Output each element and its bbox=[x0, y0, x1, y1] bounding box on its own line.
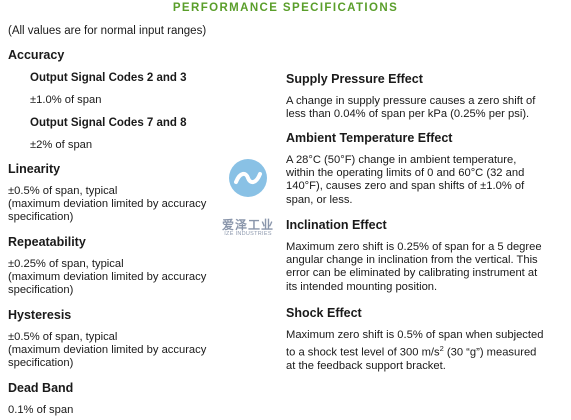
linearity-line-2: (maximum deviation limited by accuracy bbox=[8, 198, 207, 211]
watermark-cn-text: 爱泽工业 bbox=[221, 218, 274, 232]
ambient-temperature-line-4: span, or less. bbox=[286, 193, 353, 206]
shock-line-1: Maximum zero shift is 0.5% of span when … bbox=[286, 329, 544, 341]
repeatability-text: ±0.25% of span, typical (maximum deviati… bbox=[8, 258, 253, 298]
page-title: PERFORMANCE SPECIFICATIONS bbox=[172, 2, 399, 14]
dead-band-value: 0.1% of span bbox=[8, 404, 74, 416]
ize-industries-watermark: 爱泽工业 IZE INDUSTRIES bbox=[216, 158, 280, 238]
shock-line-3: at the feedback support bracket. bbox=[286, 360, 446, 373]
ambient-temperature-line-1: A 28°C (50°F) change in ambient temperat… bbox=[286, 154, 517, 166]
supply-pressure-line-1: A change in supply pressure causes a zer… bbox=[286, 95, 536, 107]
accuracy-group1-value: ±1.0% of span bbox=[30, 94, 102, 106]
inclination-line-3: error can be eliminated by calibrating i… bbox=[286, 267, 538, 280]
hysteresis-line-3: specification) bbox=[8, 357, 74, 370]
watermark-en-text: IZE INDUSTRIES bbox=[224, 231, 272, 237]
linearity-line-3: specification) bbox=[8, 211, 74, 224]
shock-text: Maximum zero shift is 0.5% of span when … bbox=[286, 329, 566, 373]
shock-line-2: to a shock test level of 300 m/s2 (30 “g… bbox=[286, 342, 566, 360]
ambient-temperature-line-3: 140°F), causes zero and span shifts of ±… bbox=[286, 180, 525, 193]
hysteresis-text: ±0.5% of span, typical (maximum deviatio… bbox=[8, 331, 253, 371]
inclination-text: Maximum zero shift is 0.25% of span for … bbox=[286, 241, 566, 294]
accuracy-group2-heading: Output Signal Codes 7 and 8 bbox=[30, 117, 187, 129]
inclination-line-4: its intended mounting position. bbox=[286, 280, 438, 293]
accuracy-heading: Accuracy bbox=[8, 48, 65, 62]
repeatability-line-2: (maximum deviation limited by accuracy bbox=[8, 271, 207, 284]
ambient-temperature-text: A 28°C (50°F) change in ambient temperat… bbox=[286, 154, 566, 207]
accuracy-group1-heading: Output Signal Codes 2 and 3 bbox=[30, 72, 187, 84]
normal-ranges-note: (All values are for normal input ranges) bbox=[8, 25, 207, 37]
shock-line-2-pre: to a shock test level of 300 m/s bbox=[286, 346, 440, 359]
shock-line-2-post: (30 “g”) measured bbox=[443, 346, 537, 359]
inclination-line-1: Maximum zero shift is 0.25% of span for … bbox=[286, 241, 542, 253]
shock-line-2-sup: 2 bbox=[439, 344, 444, 354]
ambient-temperature-line-2: within the operating limits of 0 and 60°… bbox=[286, 167, 525, 180]
supply-pressure-text: A change in supply pressure causes a zer… bbox=[286, 95, 566, 121]
inclination-heading: Inclination Effect bbox=[286, 218, 387, 232]
shock-heading: Shock Effect bbox=[286, 306, 362, 320]
hysteresis-heading: Hysteresis bbox=[8, 308, 72, 322]
hysteresis-line-1: ±0.5% of span, typical bbox=[8, 331, 118, 343]
ambient-temperature-heading: Ambient Temperature Effect bbox=[286, 131, 453, 145]
repeatability-line-1: ±0.25% of span, typical bbox=[8, 258, 124, 270]
supply-pressure-line-2: less than 0.04% of span per kPa (0.25% p… bbox=[286, 108, 530, 121]
dead-band-heading: Dead Band bbox=[8, 381, 74, 395]
repeatability-heading: Repeatability bbox=[8, 235, 86, 249]
linearity-heading: Linearity bbox=[8, 162, 61, 176]
ize-logo-icon bbox=[229, 159, 267, 197]
linearity-text: ±0.5% of span, typical (maximum deviatio… bbox=[8, 185, 253, 225]
inclination-line-2: angular change in inclination from the v… bbox=[286, 254, 538, 267]
repeatability-line-3: specification) bbox=[8, 284, 74, 297]
supply-pressure-heading: Supply Pressure Effect bbox=[286, 72, 423, 86]
accuracy-group2-value: ±2% of span bbox=[30, 139, 93, 151]
hysteresis-line-2: (maximum deviation limited by accuracy bbox=[8, 344, 207, 357]
linearity-line-1: ±0.5% of span, typical bbox=[8, 185, 118, 197]
